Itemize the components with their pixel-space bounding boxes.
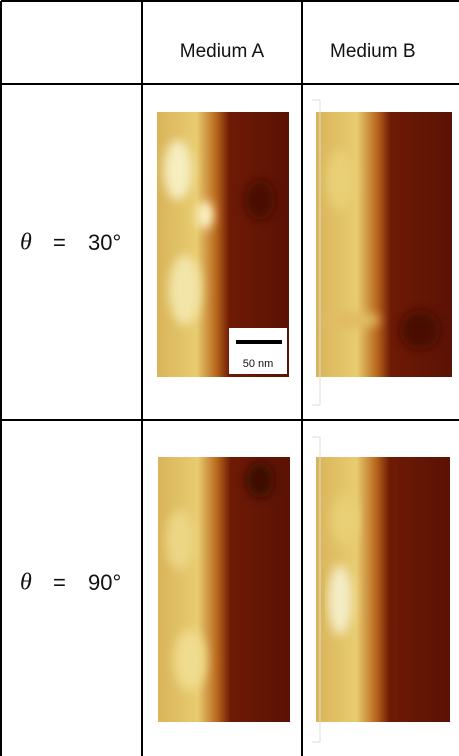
scale-box [229, 328, 287, 374]
theta-symbol: θ [20, 570, 32, 596]
relation: = [53, 570, 66, 595]
column-header: Medium A [180, 41, 265, 62]
bracket [312, 436, 321, 743]
relation: = [53, 230, 66, 255]
afm-image [158, 457, 290, 722]
scale-label: 50 nm [243, 358, 274, 370]
angle: 30° [88, 230, 121, 255]
angle: 90° [88, 570, 121, 595]
bracket [312, 99, 321, 406]
scale-bar [236, 340, 282, 344]
afm-image [316, 112, 452, 377]
theta-symbol: θ [20, 230, 32, 256]
column-header: Medium B [330, 41, 416, 62]
afm-image [316, 457, 450, 722]
